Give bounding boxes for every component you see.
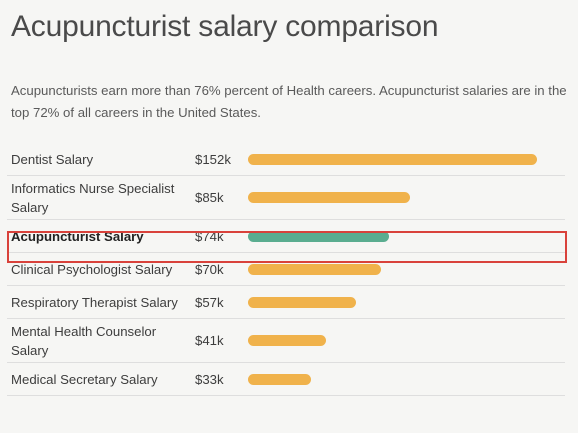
salary-row: Informatics Nurse Specialist Salary $85k — [7, 176, 565, 220]
salary-row: Respiratory Therapist Salary $57k — [7, 286, 565, 319]
salary-bar — [248, 296, 356, 308]
value-label: $70k — [195, 261, 224, 277]
salary-row: Medical Secretary Salary $33k — [7, 363, 565, 396]
category-label: Informatics Nurse Specialist Salary — [11, 180, 175, 215]
value-label: $33k — [195, 371, 224, 387]
category-label: Dentist Salary — [11, 151, 94, 167]
value-label: $41k — [195, 333, 224, 348]
salary-bar — [248, 373, 311, 385]
value-label: $152k — [195, 151, 231, 167]
salary-description: Acupuncturists earn more than 76% percen… — [11, 83, 567, 120]
salary-bar — [248, 263, 381, 275]
salary-bar — [248, 192, 410, 203]
value-label: $74k — [195, 228, 224, 244]
salary-row: Clinical Psychologist Salary $70k — [7, 253, 565, 286]
salary-row: Acupuncturist Salary $74k — [7, 220, 565, 253]
salary-bar — [248, 335, 326, 346]
value-label: $85k — [195, 190, 224, 205]
category-label: Acupuncturist Salary — [11, 228, 144, 244]
page-title: Acupuncturist salary comparison — [11, 10, 439, 43]
category-label: Medical Secretary Salary — [11, 371, 158, 387]
value-label: $57k — [195, 294, 224, 310]
salary-row: Dentist Salary $152k — [7, 143, 565, 176]
category-label: Clinical Psychologist Salary — [11, 261, 173, 277]
salary-row: Mental Health Counselor Salary $41k — [7, 319, 565, 363]
salary-bar — [248, 153, 537, 165]
salary-comparison-chart: Dentist Salary $152k Informatics Nurse Spe… — [7, 143, 565, 396]
category-label: Mental Health Counselor Salary — [11, 323, 157, 358]
salary-bar — [248, 230, 389, 242]
category-label: Respiratory Therapist Salary — [11, 294, 178, 310]
